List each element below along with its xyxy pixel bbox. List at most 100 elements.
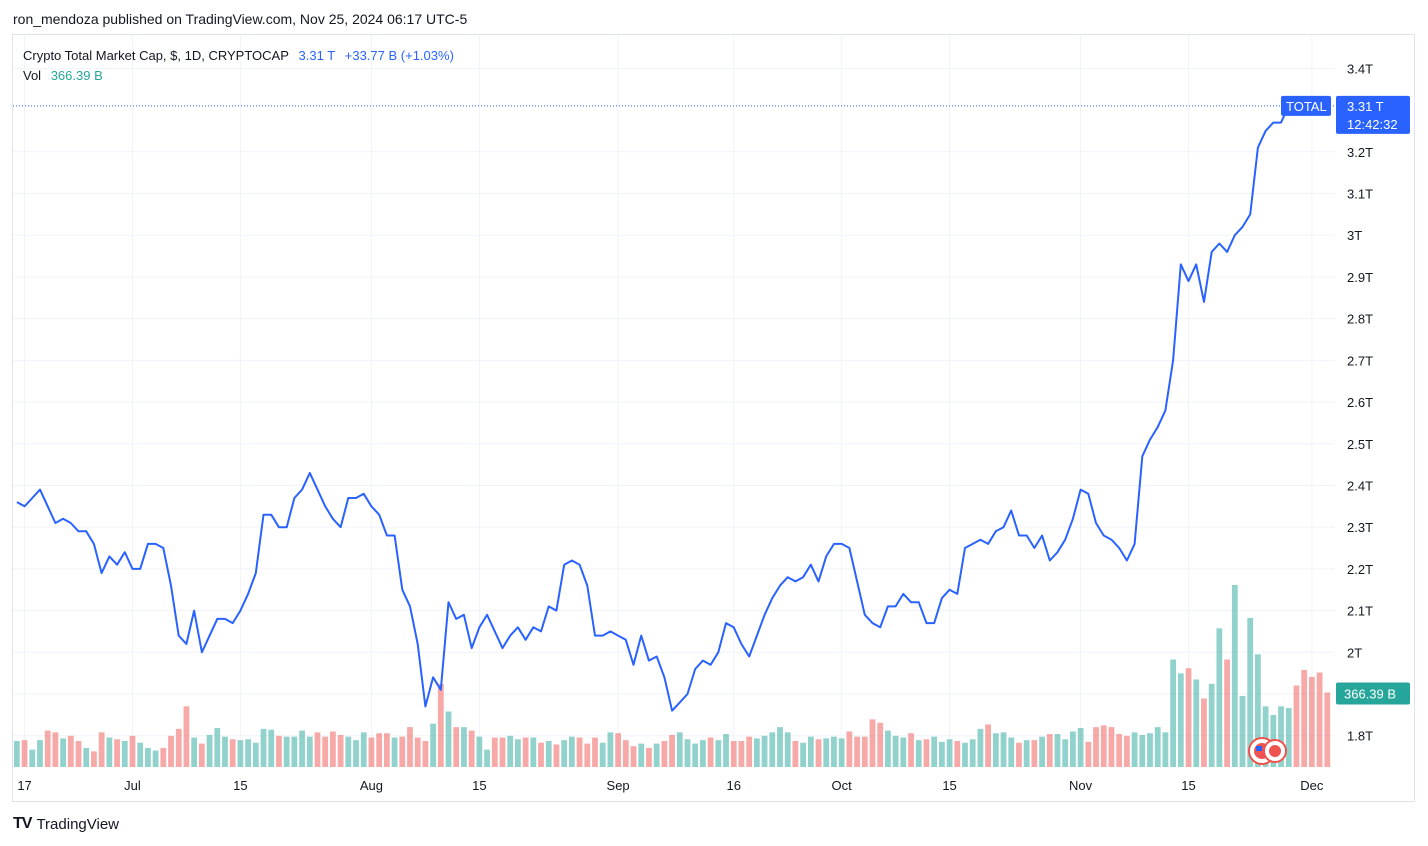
volume-bar xyxy=(723,734,729,767)
legend-title: Crypto Total Market Cap, $, 1D, CRYPTOCA… xyxy=(23,48,289,63)
y-tick-label: 3.4T xyxy=(1347,61,1373,76)
volume-bar xyxy=(992,733,999,767)
volume-bar xyxy=(283,736,290,767)
us-flag-event-icon[interactable] xyxy=(1248,737,1287,765)
volume-bar xyxy=(1070,731,1076,767)
volume-bar xyxy=(646,747,652,767)
volume-series xyxy=(13,585,1331,767)
x-tick-label: 15 xyxy=(1181,778,1195,793)
last-price-tag xyxy=(1336,95,1410,134)
legend-last-value: 3.31 T xyxy=(298,48,336,63)
volume-bar xyxy=(137,742,144,767)
legend-volume-row: Vol 366.39 B xyxy=(23,66,460,86)
y-tick-label: 3.2T xyxy=(1347,145,1373,160)
chart-frame[interactable]: 3.4T 3.2T 3.1T 3T 2.9T 2.8T 2.7T 2.6T 2.5T 2.4T 2.… xyxy=(12,34,1415,802)
tradingview-brand[interactable]: TV TradingView xyxy=(13,815,119,833)
volume-bar xyxy=(1239,695,1246,767)
volume-bar xyxy=(152,750,159,767)
volume-bar xyxy=(962,742,968,767)
legend-volume-value: 366.39 B xyxy=(50,68,103,83)
volume-bar xyxy=(468,730,475,767)
x-tick-label: Jul xyxy=(124,778,141,793)
volume-bar xyxy=(461,727,467,767)
volume-bar xyxy=(376,733,383,767)
volume-bar xyxy=(669,734,675,767)
volume-tag-value: 366.39 B xyxy=(1344,686,1396,701)
volume-bar xyxy=(1262,706,1269,767)
grid xyxy=(13,35,1335,767)
volume-bar xyxy=(484,749,490,767)
x-tick-label: 15 xyxy=(472,778,486,793)
volume-bar xyxy=(792,741,799,767)
x-tick-label: 17 xyxy=(17,778,31,793)
chart-legend: Crypto Total Market Cap, $, 1D, CRYPTOCA… xyxy=(23,46,460,86)
volume-bar xyxy=(1108,727,1115,767)
volume-bar xyxy=(1170,659,1177,767)
time-axis[interactable]: 17 Jul 15 Aug 15 Sep 16 Oct 15 Nov 15 Dec xyxy=(17,778,1324,793)
volume-bar xyxy=(1016,742,1022,767)
volume-bar xyxy=(977,728,984,767)
volume-bar xyxy=(507,735,514,767)
volume-bar xyxy=(322,736,329,767)
volume-bar xyxy=(885,730,891,767)
volume-bar xyxy=(422,741,429,767)
volume-bar xyxy=(1293,685,1300,767)
volume-bar xyxy=(52,732,59,767)
volume-bar xyxy=(1308,676,1315,767)
volume-bar xyxy=(777,727,783,767)
volume-bar xyxy=(800,742,807,767)
price-axis[interactable]: 3.4T 3.2T 3.1T 3T 2.9T 2.8T 2.7T 2.6T 2.5T 2.4T 2.… xyxy=(1347,61,1373,743)
volume-bar xyxy=(391,737,398,767)
volume-bar xyxy=(700,740,706,767)
volume-bar xyxy=(1147,733,1153,767)
volume-bar xyxy=(1193,679,1200,767)
volume-bar xyxy=(807,736,814,767)
volume-bar xyxy=(75,741,82,767)
volume-bar xyxy=(453,727,460,767)
volume-bar xyxy=(206,734,213,767)
volume-bar xyxy=(1247,617,1254,767)
y-tick-label: 3.1T xyxy=(1347,186,1373,201)
volume-bar xyxy=(229,739,236,767)
x-tick-label: Oct xyxy=(832,778,853,793)
volume-bar xyxy=(568,736,575,767)
volume-bar xyxy=(1093,727,1099,767)
y-tick-label: 2.3T xyxy=(1347,520,1373,535)
volume-bar xyxy=(222,736,228,767)
symbol-tag-label: TOTAL xyxy=(1286,99,1327,114)
price-line xyxy=(16,105,1290,712)
volume-bar xyxy=(476,736,483,767)
volume-bar xyxy=(1177,673,1184,767)
volume-bar xyxy=(661,741,668,767)
volume-bar xyxy=(60,738,66,767)
volume-bar xyxy=(769,732,776,767)
volume-bar xyxy=(399,736,406,767)
y-tick-label: 2.8T xyxy=(1347,312,1373,327)
volume-bar xyxy=(1023,740,1030,767)
volume-bar xyxy=(1131,732,1138,767)
x-tick-label: 16 xyxy=(727,778,741,793)
volume-bar xyxy=(268,729,275,767)
volume-bar xyxy=(815,739,822,767)
y-tick-label: 3T xyxy=(1347,228,1362,243)
volume-bar xyxy=(345,736,352,767)
volume-bar xyxy=(299,730,305,767)
volume-bar xyxy=(954,741,961,767)
price-chart[interactable]: 3.4T 3.2T 3.1T 3T 2.9T 2.8T 2.7T 2.6T 2.5T 2.4T 2.… xyxy=(13,35,1414,801)
volume-bar xyxy=(730,741,737,767)
volume-bar xyxy=(445,711,452,767)
volume-bar xyxy=(145,747,151,767)
volume-bar xyxy=(44,730,51,767)
volume-bar xyxy=(1224,659,1230,767)
volume-bar xyxy=(29,749,36,767)
volume-bar xyxy=(877,722,884,767)
x-tick-label: Aug xyxy=(360,778,383,793)
volume-bar xyxy=(900,737,907,767)
volume-bar xyxy=(1201,698,1207,767)
volume-bar xyxy=(21,740,28,767)
volume-bar xyxy=(114,739,120,767)
volume-bar xyxy=(291,736,298,767)
volume-bar xyxy=(931,736,938,767)
volume-bar xyxy=(1301,669,1308,767)
volume-bar xyxy=(191,737,198,767)
